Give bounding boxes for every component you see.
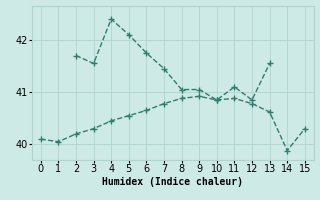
X-axis label: Humidex (Indice chaleur): Humidex (Indice chaleur) (102, 177, 243, 187)
